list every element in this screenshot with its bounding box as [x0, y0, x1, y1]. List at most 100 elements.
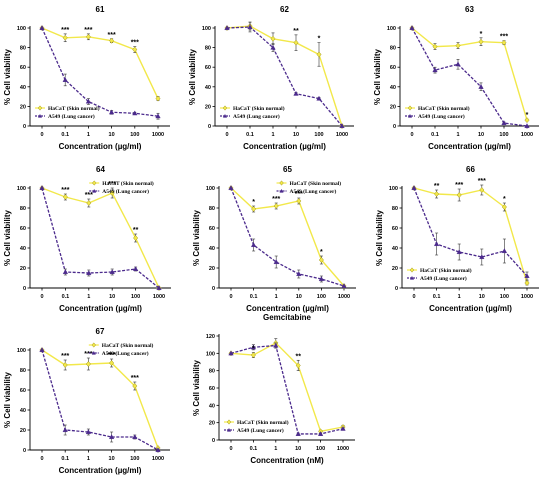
x-tick-label: 0.1: [431, 132, 439, 138]
legend-label: HaCaT (Skin normal): [102, 342, 154, 349]
significance-marker: ***: [84, 351, 92, 358]
data-point: [318, 276, 325, 281]
legend: HaCaT (Skin normal)A549 (Lung cancer): [89, 180, 154, 195]
x-tick-label: 10: [109, 132, 115, 138]
data-point: [132, 434, 138, 439]
data-point: [109, 37, 115, 44]
data-point: [109, 360, 115, 366]
significance-marker: *: [480, 31, 483, 38]
x-tick-label: 1: [275, 294, 278, 300]
y-tick-label: 40: [20, 246, 26, 252]
y-tick-label: 80: [20, 368, 26, 374]
data-point: [479, 187, 485, 193]
y-tick-label: 80: [390, 46, 396, 52]
series-hacat: [228, 185, 347, 289]
legend-marker: [91, 351, 96, 355]
series-line: [411, 27, 528, 121]
legend: HaCaT (Skin normal)A549 (Lung cancer): [220, 105, 285, 120]
legend-label: HaCaT (Skin normal): [233, 105, 285, 112]
y-tick-label: 100: [17, 348, 26, 354]
x-tick-label: 1: [87, 456, 90, 462]
y-tick-label: 80: [20, 46, 26, 52]
legend-label: A549 (Lung cancer): [48, 113, 95, 120]
legend-marker: [38, 114, 42, 118]
data-point: [293, 39, 299, 46]
data-point: [155, 95, 161, 102]
data-point: [85, 361, 91, 367]
data-point: [501, 204, 507, 210]
y-tick-label: 0: [212, 286, 215, 292]
y-tick-label: 100: [17, 186, 26, 192]
series-line: [41, 349, 159, 449]
data-point: [524, 273, 530, 278]
data-point: [455, 42, 461, 49]
y-tick-label: 0: [23, 124, 26, 130]
y-tick-label: 60: [392, 226, 398, 232]
legend-marker: [408, 114, 412, 118]
x-tick-label: 100: [316, 446, 325, 452]
x-tick-label: 100: [130, 456, 139, 462]
y-tick-label: 20: [20, 428, 26, 434]
series-line: [41, 187, 160, 289]
x-tick-label: 0: [40, 456, 43, 462]
y-tick-label: 20: [390, 104, 396, 110]
x-tick-label: 1: [271, 132, 274, 138]
data-point: [155, 113, 161, 119]
panel-title: 62: [280, 5, 289, 14]
series-line: [226, 25, 343, 127]
significance-marker: *: [320, 249, 323, 256]
legend-marker: [92, 189, 97, 193]
significance-marker: *: [503, 196, 506, 203]
y-tick-label: 60: [20, 226, 26, 232]
y-tick-label: 20: [392, 266, 398, 272]
y-tick-label: 100: [17, 26, 26, 32]
data-point: [132, 266, 139, 271]
y-tick-label: 0: [212, 438, 215, 444]
significance-marker: ***: [272, 196, 280, 203]
significance-marker: **: [295, 353, 301, 360]
y-tick-label: 120: [206, 334, 215, 340]
data-point: [273, 259, 279, 264]
data-point: [156, 285, 162, 290]
legend: HaCaT (Skin normal)A549 (Lung cancer): [224, 419, 289, 434]
x-tick-label: 1: [458, 294, 461, 300]
legend-marker: [92, 180, 97, 186]
y-tick-label: 100: [206, 351, 215, 357]
significance-marker: ***: [61, 353, 69, 360]
y-axis-title: % Cell viability: [192, 359, 201, 416]
series-a549: [39, 185, 162, 290]
legend-label: HaCaT (Skin normal): [290, 180, 342, 187]
data-point: [317, 431, 324, 436]
panel-title: 63: [465, 5, 474, 14]
y-tick-label: 20: [209, 421, 215, 427]
panel-title: 61: [96, 5, 105, 14]
legend-label: HaCaT (Skin normal): [418, 105, 470, 112]
x-tick-label: 1000: [153, 294, 165, 300]
significance-marker: **: [133, 227, 139, 234]
data-point: [433, 241, 440, 247]
significance-marker: ***: [61, 27, 69, 34]
data-point: [270, 35, 276, 42]
significance-marker: ***: [85, 192, 93, 199]
x-tick-label: 0.1: [61, 456, 69, 462]
data-point: [86, 270, 92, 275]
y-tick-label: 20: [209, 266, 215, 272]
data-point: [85, 33, 91, 40]
data-point: [296, 198, 302, 204]
data-point: [411, 185, 417, 191]
x-tick-label: 1000: [152, 132, 164, 138]
x-tick-label: 0: [40, 294, 43, 300]
x-tick-label: 100: [314, 132, 323, 138]
data-point: [109, 269, 115, 274]
legend-label: A549 (Lung cancer): [102, 350, 149, 357]
y-tick-label: 0: [23, 448, 26, 454]
x-axis-title: Concentration (µg/ml): [243, 142, 326, 151]
data-point: [295, 431, 301, 436]
y-tick-label: 40: [209, 403, 215, 409]
data-point: [524, 117, 530, 124]
data-point: [228, 185, 234, 191]
panel-title: Gemcitabine: [263, 313, 312, 322]
